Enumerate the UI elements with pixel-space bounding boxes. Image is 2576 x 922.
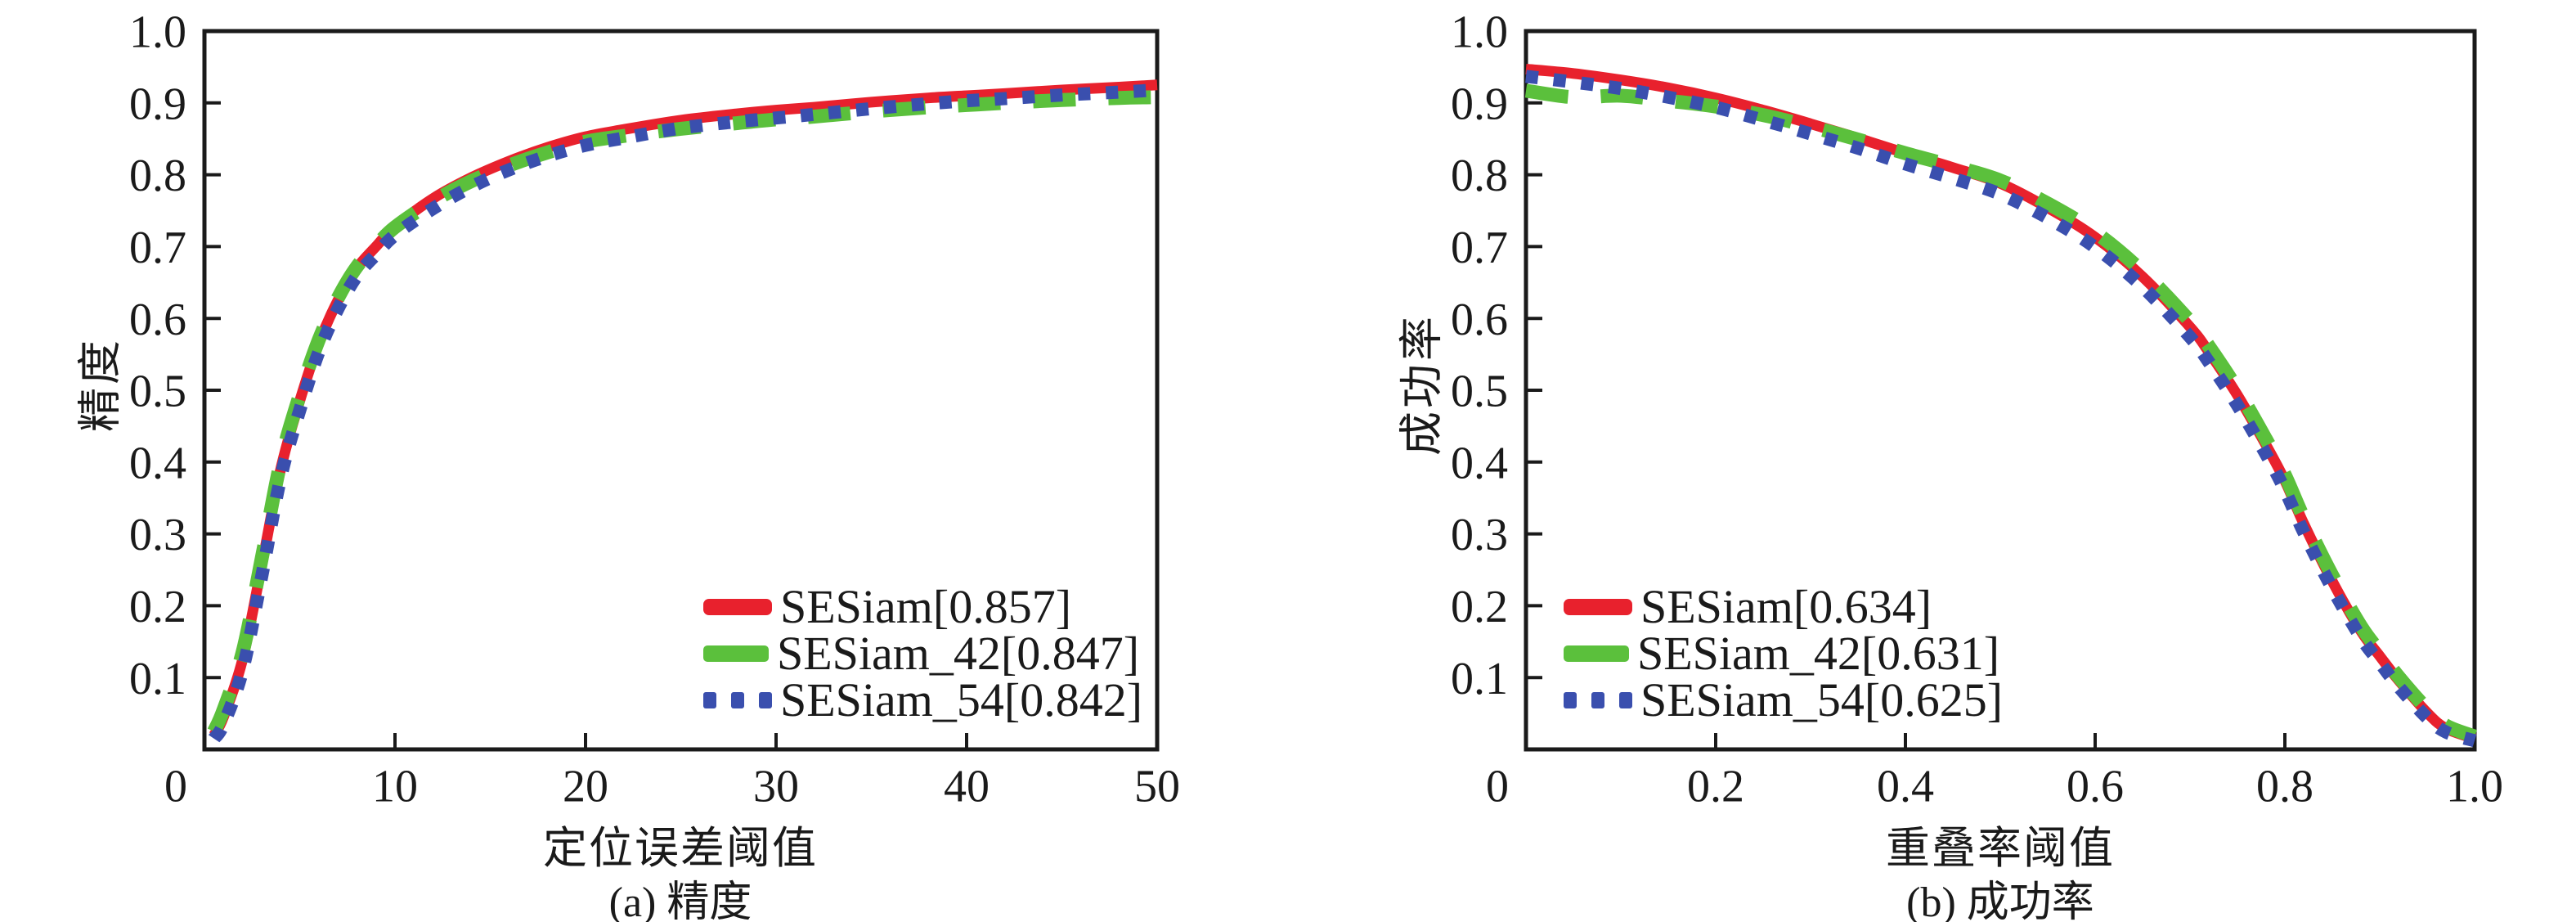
legend-item-SESiam_54: SESiam_54[0.842]: [703, 677, 1142, 724]
y-tick-label: 0.4: [1451, 438, 1508, 488]
curve-SESiam_42: [1524, 83, 2478, 744]
x-tick-label: 0: [164, 762, 187, 812]
legend-label: SESiam[0.857]: [780, 580, 1072, 633]
x-tick-label: 0.4: [1877, 762, 1934, 812]
x-tick-label: 0.2: [1687, 762, 1744, 812]
legend-item-SESiam_42: SESiam_42[0.847]: [703, 630, 1139, 677]
legend-item-SESiam_42: SESiam_42[0.631]: [1564, 630, 1999, 677]
success-plot-svg: 0 0.2 0.4 0.6 0.8 1.0 0.1 0.2 0.3 0.4 0.5 0.6 0.7 0.8…: [1451, 7, 2503, 812]
y-tick-label: 0.3: [129, 510, 186, 560]
y-tick-label: 0.7: [129, 223, 186, 273]
y-tick-label: 0.6: [129, 295, 186, 345]
legend-swatch-dashed: [703, 645, 769, 662]
x-tick-label: 30: [753, 762, 799, 812]
subplot-caption: (b) 成功率: [1906, 879, 2094, 922]
chart-precision: 0 10 20 30 40 50 0.1 0.2 0.3 0.4 0.5 0.6 0.7 0.8 0.9 1.…: [75, 7, 1181, 922]
legend-label: SESiam_54[0.625]: [1640, 673, 2004, 726]
legend-swatch-solid: [703, 599, 772, 615]
x-tick-label: 50: [1134, 762, 1180, 812]
x-tick-label: 20: [563, 762, 608, 812]
legend-label: SESiam_54[0.842]: [780, 673, 1143, 726]
x-tick-label: 40: [944, 762, 990, 812]
y-tick-label: 0.1: [1451, 654, 1508, 704]
y-tick-label: 1.0: [129, 7, 186, 58]
x-tick-label: 1.0: [2446, 762, 2503, 812]
legend-label: SESiam_42[0.631]: [1637, 627, 2000, 680]
x-tick-label: 0.8: [2256, 762, 2313, 812]
y-tick-label: 0.7: [1451, 223, 1508, 273]
y-tick-label: 0.6: [1451, 295, 1508, 345]
legend-label: SESiam_42[0.847]: [777, 627, 1140, 680]
legend-item-SESiam: SESiam[0.857]: [703, 583, 1071, 631]
legend-label: SESiam[0.634]: [1640, 580, 1932, 633]
y-tick-label: 0.8: [129, 151, 186, 201]
x-tick-label: 10: [372, 762, 418, 812]
y-tick-label: 0.5: [129, 367, 186, 417]
chart-success: 0 0.2 0.4 0.6 0.8 1.0 0.1 0.2 0.3 0.4 0.5 0.6 0.7 0.8…: [1288, 0, 2576, 922]
curve-SESiam_54: [208, 83, 1158, 743]
y-tick-label: 0.1: [129, 654, 186, 704]
legend-swatch-dotted: [703, 692, 772, 708]
y-tick-label: 0.8: [1451, 151, 1508, 201]
y-tick-label: 1.0: [1451, 7, 1508, 58]
legend-swatch-dashed: [1564, 645, 1629, 662]
y-tick-label: 0.9: [129, 79, 186, 129]
legend-swatch-solid: [1564, 599, 1632, 615]
x-tick-label: 0: [1486, 762, 1509, 812]
legend-item-SESiam: SESiam[0.634]: [1564, 583, 1932, 631]
curve-SESiam_42: [207, 90, 1158, 735]
legend-swatch-dotted: [1564, 692, 1632, 708]
y-tick-label: 0.2: [129, 582, 186, 632]
x-axis-label: 定位误差阈值: [543, 824, 818, 873]
x-axis-label: 重叠率阈值: [1886, 824, 2115, 873]
x-tick-label: 0.6: [2067, 762, 2124, 812]
y-axis-label: 成功率: [1397, 313, 1447, 456]
legend-item-SESiam_54: SESiam_54[0.625]: [1564, 677, 2003, 724]
y-tick-label: 0.2: [1451, 582, 1508, 632]
y-axis-label: 精度: [75, 337, 125, 432]
y-tick-label: 0.3: [1451, 510, 1508, 560]
y-tick-label: 0.4: [129, 438, 186, 488]
y-tick-label: 0.5: [1451, 367, 1508, 417]
y-tick-label: 0.9: [1451, 79, 1508, 129]
precision-plot-svg: 0 10 20 30 40 50 0.1 0.2 0.3 0.4 0.5 0.6 0.7 0.8 0.9 1.…: [129, 7, 1180, 812]
subplot-caption: (a) 精度: [608, 879, 752, 922]
curve-SESiam_54: [1525, 70, 2477, 748]
